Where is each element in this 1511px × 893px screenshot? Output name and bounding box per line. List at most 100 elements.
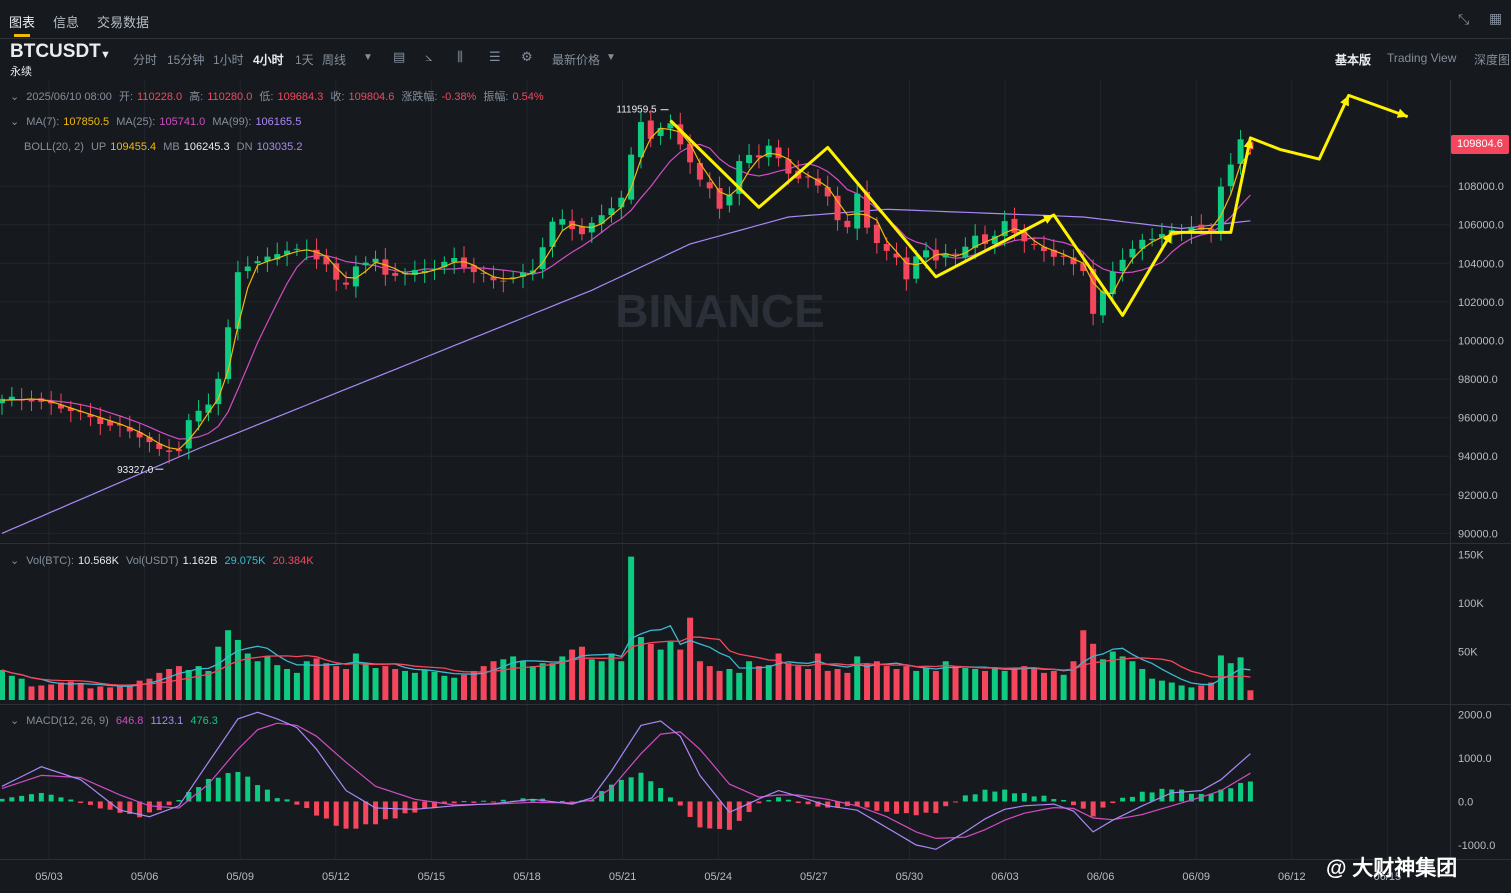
macd-hist-bar xyxy=(491,801,496,803)
tab-chart[interactable]: 图表 xyxy=(9,15,36,30)
macd-hist-bar xyxy=(638,772,644,802)
volume-bar xyxy=(48,684,55,700)
ma-collapse-icon[interactable]: ⌄ xyxy=(10,116,20,128)
candle xyxy=(559,219,566,225)
volume-bar xyxy=(244,653,251,700)
volume-bar xyxy=(362,663,369,700)
high-label: 高: xyxy=(189,91,204,103)
interval-15m[interactable]: 15分钟 xyxy=(167,53,205,67)
grid-layout-icon[interactable]: ▦ xyxy=(1489,10,1503,26)
price-tick-label: 90000.0 xyxy=(1458,528,1498,540)
candle xyxy=(736,161,743,194)
volume-bar xyxy=(343,669,350,700)
view-basic[interactable]: 基本版 xyxy=(1335,53,1372,67)
macd-hist-bar xyxy=(441,801,447,804)
macd-collapse-icon[interactable]: ⌄ xyxy=(10,715,20,727)
calendar-icon[interactable]: ▤ xyxy=(393,49,406,64)
symbol-title[interactable]: BTCUSDT xyxy=(10,41,101,62)
candle xyxy=(215,378,222,405)
price-type-select[interactable]: 最新价格 xyxy=(552,53,601,67)
macd-hist-bar xyxy=(903,801,909,814)
volume-bar xyxy=(667,641,674,700)
symbol-dropdown-icon[interactable]: ▼ xyxy=(100,49,111,61)
macd-hist-bar xyxy=(736,801,742,821)
volume-bar xyxy=(421,669,428,700)
macd-hist-bar xyxy=(1188,793,1194,802)
candle xyxy=(1158,234,1165,238)
volume-bar xyxy=(87,688,94,700)
more-intervals-icon[interactable]: ▼ xyxy=(363,52,373,63)
candle xyxy=(775,147,782,159)
candle xyxy=(696,162,703,180)
candle xyxy=(755,155,762,158)
draw-tool-icon[interactable]: ⦣ xyxy=(425,49,433,64)
view-tradingview[interactable]: Trading View xyxy=(1387,51,1457,65)
macd-hist-bar xyxy=(795,801,801,804)
top-tabs: 图表 信息 交易数据 ⤡ ▦ xyxy=(0,0,1511,39)
macd-hist-bar xyxy=(137,801,143,818)
interval-4h[interactable]: 4小时 xyxy=(253,53,284,67)
time-tick-label: 05/27 xyxy=(800,871,828,883)
volume-bar xyxy=(549,663,556,700)
volume-bar xyxy=(156,672,163,700)
candle-type-icon[interactable]: ⫼ xyxy=(457,49,463,64)
candle xyxy=(598,215,605,224)
macd-dif-line xyxy=(1,711,1251,850)
close-label: 收: xyxy=(330,91,345,103)
view-depth[interactable]: 深度图 xyxy=(1474,53,1511,67)
volume-bar xyxy=(1099,659,1106,700)
candle xyxy=(618,197,625,208)
macd-hist-bar xyxy=(1208,793,1214,802)
volume-bar xyxy=(77,683,84,700)
candle xyxy=(824,187,831,197)
volume-bar xyxy=(175,666,182,700)
interval-tick[interactable]: 分时 xyxy=(133,53,158,67)
volume-bar xyxy=(873,661,880,700)
legend-collapse-icon[interactable]: ⌄ xyxy=(10,91,20,103)
tab-info[interactable]: 信息 xyxy=(53,15,80,30)
low-marker-label: 93327.0 xyxy=(117,465,154,476)
volume-bar xyxy=(215,646,222,700)
macd-hist-bar xyxy=(28,794,34,802)
macd-hist-bar xyxy=(1139,791,1145,802)
volume-bar xyxy=(569,649,576,700)
settings-gear-icon[interactable]: ⚙ xyxy=(521,49,533,64)
candle xyxy=(628,154,635,200)
collapse-icon[interactable]: ⤡ xyxy=(1458,11,1470,27)
macd-hist-bar xyxy=(953,801,959,803)
volume-bar xyxy=(451,677,458,700)
indicator-icon[interactable]: ☰ xyxy=(489,49,501,64)
macd-hist-bar xyxy=(1218,789,1224,802)
volume-bar xyxy=(234,639,241,700)
macd-hist-bar xyxy=(943,801,949,807)
volume-bar xyxy=(608,653,615,700)
macd-dea-value: 1123.1 xyxy=(150,715,184,727)
high-marker-label: 111959.5 xyxy=(616,105,657,116)
candle xyxy=(490,276,497,281)
volume-bar xyxy=(864,663,871,700)
candle xyxy=(264,256,271,262)
interval-1d[interactable]: 1天 xyxy=(295,53,314,67)
candle xyxy=(952,253,959,255)
volume-bar xyxy=(726,669,733,700)
candle xyxy=(392,272,399,276)
candle xyxy=(726,194,733,206)
interval-1w[interactable]: 周线 xyxy=(322,53,347,67)
price-type-chevron-icon[interactable]: ▼ xyxy=(606,52,616,63)
vol-collapse-icon[interactable]: ⌄ xyxy=(10,555,20,567)
volume-bar xyxy=(805,669,812,700)
candle xyxy=(982,234,988,244)
low-label: 低: xyxy=(259,91,274,103)
tab-trade-data[interactable]: 交易数据 xyxy=(97,15,150,30)
macd-hist-bar xyxy=(766,800,772,802)
macd-hist-bar xyxy=(0,798,5,802)
time-tick-label: 06/06 xyxy=(1087,871,1115,883)
volume-bar xyxy=(382,666,389,700)
time-tick-label: 06/03 xyxy=(991,871,1019,883)
interval-1h[interactable]: 1小时 xyxy=(213,53,244,67)
volume-bar xyxy=(116,684,123,700)
arrow-head xyxy=(1042,215,1054,224)
candle xyxy=(156,443,163,449)
volume-bar xyxy=(402,670,409,700)
